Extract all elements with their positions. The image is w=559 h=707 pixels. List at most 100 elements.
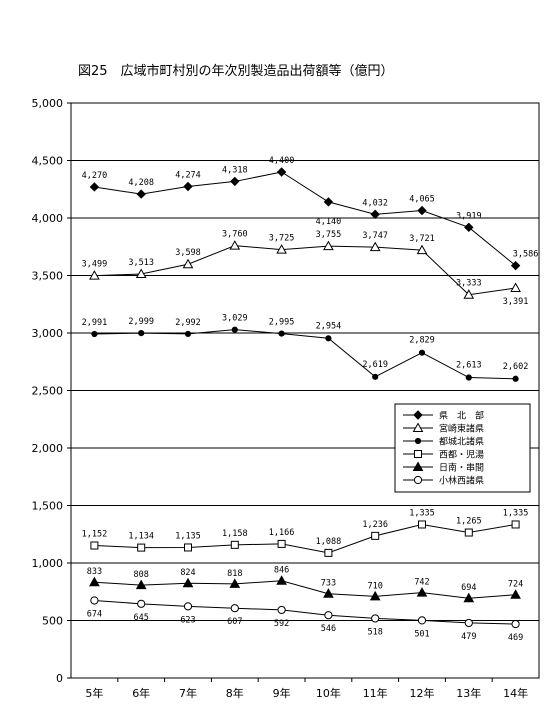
data-label: 4,065: [409, 195, 435, 205]
data-label: 824: [180, 568, 195, 578]
data-point: [184, 543, 192, 552]
data-point: [413, 410, 423, 420]
data-label: 694: [461, 583, 476, 593]
y-tick-label: 5,000: [32, 97, 64, 110]
data-point: [324, 548, 333, 557]
y-tick-label: 500: [42, 615, 63, 628]
series-line: [94, 523, 516, 554]
data-point: [182, 258, 194, 269]
data-point: [463, 592, 475, 603]
data-point: [90, 541, 99, 550]
data-point: [277, 539, 286, 548]
data-point: [278, 330, 285, 337]
y-tick-label: 2,500: [32, 385, 64, 398]
data-point: [323, 588, 334, 598]
data-point: [137, 543, 146, 552]
data-point: [414, 450, 422, 458]
x-tick-label: 14年: [503, 686, 528, 700]
y-tick-label: 1,500: [32, 500, 64, 513]
data-point: [512, 375, 519, 382]
data-point: [371, 531, 380, 540]
data-label: 833: [87, 567, 102, 577]
legend-label: 宮崎東諸県: [439, 423, 484, 435]
y-tick-label: 0: [56, 672, 63, 685]
data-point: [230, 540, 239, 549]
data-label: 3,721: [409, 234, 435, 244]
series-line: [94, 580, 516, 599]
data-label: 2,602: [503, 362, 529, 372]
x-tick-label: 11年: [363, 686, 388, 700]
data-point: [371, 614, 380, 623]
data-label: 501: [414, 629, 429, 639]
x-tick-label: 8年: [226, 686, 244, 700]
data-point: [277, 605, 286, 615]
data-point: [511, 520, 520, 529]
data-label: 3,919: [456, 211, 482, 221]
data-point: [276, 575, 287, 585]
x-tick-label: 12年: [410, 686, 435, 700]
data-point: [464, 618, 473, 628]
data-label: 518: [368, 627, 383, 637]
data-point: [372, 373, 379, 380]
data-label: 1,335: [409, 508, 435, 518]
series-line: [94, 245, 516, 296]
data-point: [138, 330, 145, 337]
data-label: 4,208: [128, 178, 154, 188]
data-point: [412, 422, 424, 432]
data-point: [418, 520, 426, 529]
data-point: [89, 576, 100, 587]
x-tick-label: 7年: [179, 686, 197, 700]
data-point: [182, 577, 194, 588]
data-point: [464, 528, 473, 537]
data-label: 818: [227, 569, 242, 579]
data-point: [465, 374, 472, 381]
data-label: 846: [274, 566, 289, 576]
data-point: [276, 244, 287, 254]
y-tick-label: 2,000: [32, 442, 64, 455]
chart-title: 図25 広域市町村別の年次別製造品出荷額等（億円）: [78, 64, 394, 79]
data-point: [89, 182, 100, 192]
data-label: 4,400: [269, 156, 295, 166]
data-point: [90, 596, 99, 605]
data-point: [229, 578, 241, 588]
x-tick-label: 9年: [273, 686, 291, 700]
data-label: 3,391: [503, 297, 529, 307]
data-point: [276, 167, 287, 177]
data-label: 3,333: [456, 279, 482, 289]
data-label: 3,755: [316, 230, 342, 240]
data-point: [418, 349, 426, 356]
data-label: 592: [274, 619, 289, 629]
data-point: [323, 240, 334, 251]
data-label: 1,335: [503, 508, 529, 518]
series-line: [94, 599, 516, 625]
data-label: 2,954: [316, 321, 342, 331]
data-label: 742: [414, 578, 429, 588]
data-label: 479: [461, 632, 476, 642]
x-tick-label: 10年: [316, 686, 341, 700]
data-point: [325, 335, 332, 342]
data-label: 4,032: [362, 198, 388, 208]
legend-label: 県 北 部: [439, 410, 484, 422]
data-point: [370, 209, 380, 220]
data-point: [136, 189, 146, 199]
data-point: [510, 282, 521, 293]
data-label: 546: [321, 624, 336, 634]
y-tick-label: 3,000: [32, 327, 64, 340]
data-point: [323, 197, 334, 207]
y-tick-label: 4,000: [32, 212, 64, 225]
data-label: 3,598: [175, 248, 201, 258]
data-label: 1,134: [128, 532, 154, 542]
data-point: [230, 604, 239, 613]
data-label: 1,166: [269, 528, 295, 538]
y-tick-label: 4,500: [32, 155, 64, 168]
x-tick-label: 6年: [132, 686, 150, 700]
data-label: 3,499: [82, 260, 108, 270]
data-label: 808: [134, 570, 149, 580]
data-point: [135, 579, 147, 590]
data-label: 2,995: [269, 318, 295, 328]
data-point: [414, 437, 422, 445]
data-label: 645: [134, 613, 149, 623]
legend-label: 日南・串間: [439, 462, 484, 474]
data-point: [369, 590, 381, 601]
